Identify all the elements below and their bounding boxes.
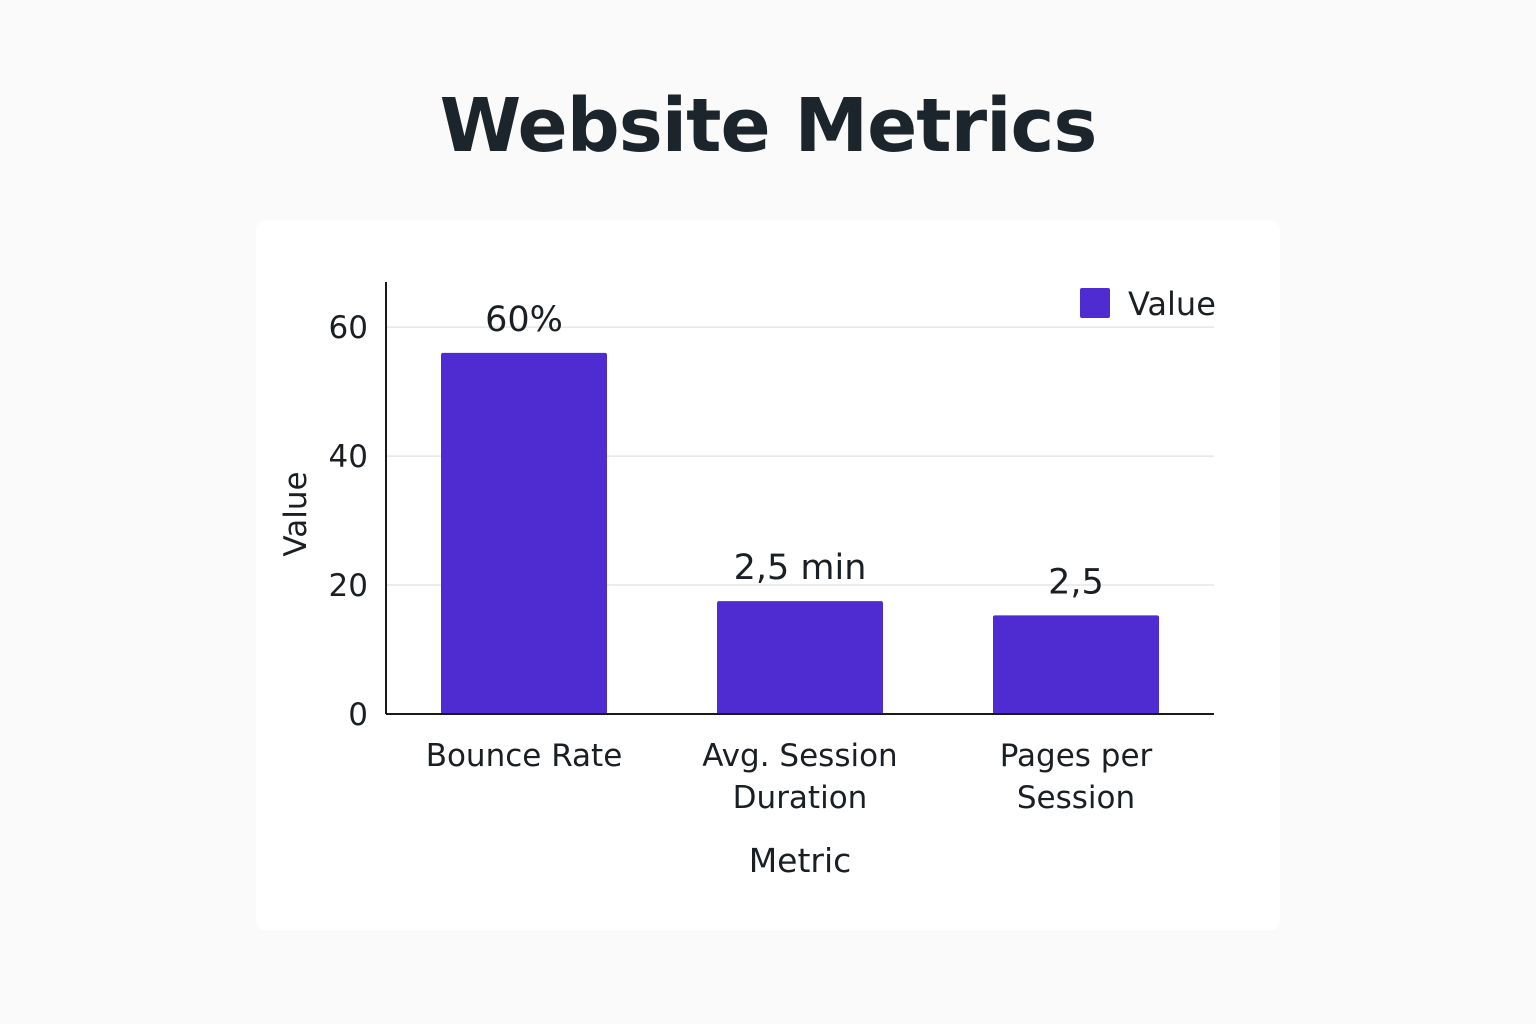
bar bbox=[717, 601, 883, 714]
y-tick-label: 40 bbox=[329, 439, 368, 475]
y-tick-label: 20 bbox=[329, 568, 368, 604]
x-tick-label: Avg. Session Duration bbox=[702, 738, 897, 816]
y-tick-label: 0 bbox=[348, 697, 368, 733]
legend-label: Value bbox=[1128, 285, 1216, 323]
y-axis-title: Value bbox=[278, 471, 314, 556]
x-axis-title: Metric bbox=[749, 841, 852, 880]
x-tick-label: Bounce Rate bbox=[426, 738, 623, 774]
bar bbox=[441, 352, 607, 714]
data-label: 60% bbox=[485, 300, 563, 340]
chart-card: 0 20 40 60 60% Bounce Rate 2,5 min Avg. Session… bbox=[256, 220, 1280, 930]
y-tick-label: 60 bbox=[329, 310, 368, 346]
page-title: Website Metrics bbox=[439, 83, 1098, 169]
x-tick-label: Pages per Session bbox=[1000, 738, 1153, 816]
data-label: 2,5 min bbox=[734, 548, 867, 588]
data-label: 2,5 bbox=[1048, 562, 1104, 602]
legend-swatch bbox=[1080, 288, 1110, 318]
bar-chart: 0 20 40 60 60% Bounce Rate 2,5 min Avg. Session… bbox=[278, 282, 1216, 880]
bar bbox=[993, 615, 1159, 714]
